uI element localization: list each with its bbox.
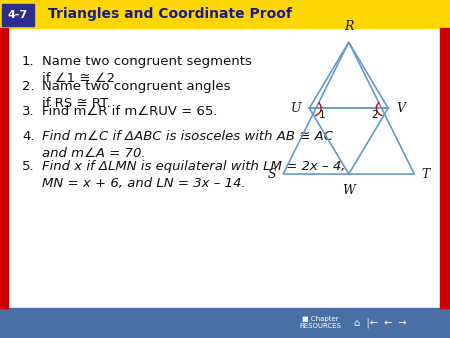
Text: Name two congruent segments: Name two congruent segments (42, 55, 252, 68)
Text: Triangles and Coordinate Proof: Triangles and Coordinate Proof (48, 7, 292, 21)
Text: 4.: 4. (22, 130, 35, 143)
Text: 4-7: 4-7 (8, 10, 28, 20)
Text: ⌂  |←  ←  →: ⌂ |← ← → (354, 318, 406, 328)
Bar (440, 28, 450, 308)
Text: S: S (268, 168, 277, 180)
Text: V: V (396, 102, 405, 115)
Text: 1.: 1. (22, 55, 35, 68)
Bar (0, 308, 450, 338)
Text: T: T (421, 168, 429, 180)
Text: if ∠1 ≅ ∠2: if ∠1 ≅ ∠2 (42, 72, 115, 85)
Text: 3.: 3. (22, 105, 35, 118)
Text: Find m∠R if m∠RUV = 65.: Find m∠R if m∠RUV = 65. (42, 105, 217, 118)
Text: Name two congruent angles: Name two congruent angles (42, 80, 230, 93)
Text: if RS ≅ RT.: if RS ≅ RT. (42, 97, 111, 110)
Text: and m∠A = 70.: and m∠A = 70. (42, 147, 146, 160)
Text: 2.: 2. (22, 80, 35, 93)
Text: Find m∠C if ΔABC is isosceles with AB ≅ AC: Find m∠C if ΔABC is isosceles with AB ≅ … (42, 130, 333, 143)
Bar (0, 0, 450, 28)
Text: Find x if ΔLMN is equilateral with LM = 2x – 4,: Find x if ΔLMN is equilateral with LM = … (42, 160, 346, 173)
Text: W: W (342, 184, 355, 197)
Text: ■ Chapter
RESOURCES: ■ Chapter RESOURCES (299, 316, 341, 330)
Text: 5.: 5. (22, 160, 35, 173)
Text: 2: 2 (372, 111, 378, 120)
Bar (8, 28, 440, 308)
Text: MN = x + 6, and LN = 3x – 14.: MN = x + 6, and LN = 3x – 14. (42, 177, 246, 190)
Text: U: U (291, 102, 302, 115)
Text: 1: 1 (319, 111, 326, 120)
Text: R: R (344, 21, 353, 33)
Bar (2, 4, 34, 26)
Bar (0, 28, 8, 308)
